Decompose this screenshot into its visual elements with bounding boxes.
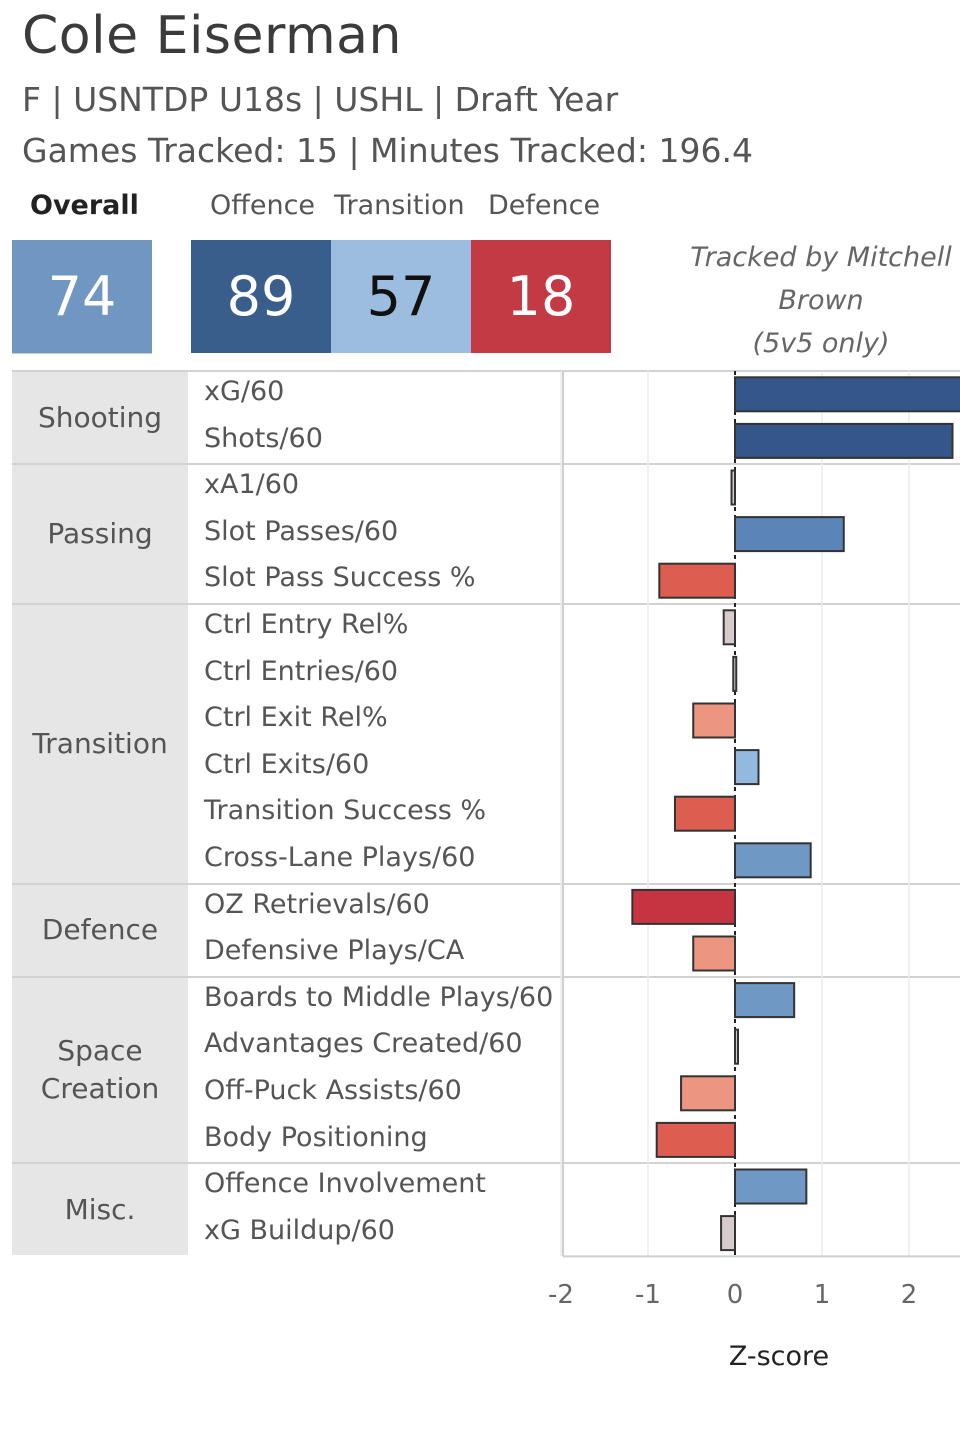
metric-label: Offence Involvement — [204, 1168, 486, 1200]
bar — [692, 935, 736, 972]
category-divider — [12, 975, 960, 978]
metric-label: Ctrl Entries/60 — [204, 655, 399, 687]
bar — [720, 1215, 737, 1252]
bar — [658, 562, 736, 599]
metric-label: Boards to Middle Plays/60 — [204, 981, 554, 1013]
metric-label: Defensive Plays/CA — [204, 935, 465, 967]
defence-label: Defence — [488, 190, 601, 221]
metric-label: Transition Success % — [204, 795, 487, 827]
player-name: Cole Eiserman — [22, 6, 402, 66]
bar — [692, 702, 736, 739]
bar — [734, 516, 845, 553]
bar — [680, 1075, 736, 1112]
metric-label: Cross-Lane Plays/60 — [204, 842, 476, 873]
tracker-credit-name: Tracked by Mitchell Brown — [690, 242, 952, 316]
x-tick-label: -1 — [635, 1280, 661, 1310]
bar — [734, 376, 960, 413]
category-divider — [12, 463, 960, 466]
x-axis-title: Z-score — [729, 1341, 829, 1372]
bar — [732, 655, 738, 692]
metric-label: Off-Puck Assists/60 — [204, 1075, 462, 1106]
games-minutes-tracked: Games Tracked: 15 | Minutes Tracked: 196… — [22, 131, 753, 170]
x-tick-label: 2 — [901, 1280, 918, 1310]
offence-score: 89 — [191, 240, 331, 353]
metric-label: xG/60 — [204, 376, 285, 407]
tracker-credit-note: (5v5 only) — [752, 328, 890, 359]
x-tick-label: -2 — [548, 1280, 574, 1310]
metric-label: Ctrl Entry Rel% — [204, 609, 409, 640]
category-cell: Defence — [12, 884, 188, 976]
category-cell: Space Creation — [12, 977, 188, 1163]
category-cell: Shooting — [12, 372, 188, 464]
bar — [734, 1028, 739, 1065]
transition-score: 57 — [331, 240, 471, 353]
metric-label: Slot Passes/60 — [204, 515, 399, 547]
player-subtitle: F | USNTDP U18s | USHL | Draft Year — [22, 80, 619, 119]
bar — [655, 1121, 737, 1158]
bar — [734, 982, 796, 1019]
metric-label: Advantages Created/60 — [204, 1028, 523, 1060]
metric-label: OZ Retrievals/60 — [204, 888, 430, 920]
metric-label: Ctrl Exits/60 — [204, 748, 370, 780]
bar — [734, 422, 954, 459]
metric-label: xA1/60 — [204, 469, 300, 501]
overall-label: Overall — [30, 190, 139, 221]
metric-label: Shots/60 — [204, 422, 323, 454]
bar — [722, 609, 737, 646]
category-divider — [12, 882, 960, 885]
metric-label: Body Positioning — [204, 1121, 428, 1153]
bar — [631, 888, 737, 925]
metric-label: Slot Pass Success % — [204, 562, 476, 594]
defence-score: 18 — [471, 240, 611, 353]
tracker-credit: Tracked by Mitchell Brown (5v5 only) — [645, 236, 960, 365]
offence-label: Offence — [210, 190, 316, 221]
metric-label: Ctrl Exit Rel% — [204, 702, 388, 734]
bar — [673, 795, 736, 832]
category-divider — [12, 1162, 960, 1165]
category-divider — [12, 603, 960, 605]
bar — [734, 842, 812, 879]
category-cell: Transition — [12, 605, 188, 883]
x-tick-label: 1 — [814, 1280, 831, 1310]
table-top-border — [12, 370, 960, 372]
overall-score: 74 — [12, 240, 152, 353]
category-cell: Misc. — [12, 1164, 188, 1256]
transition-label: Transition — [334, 190, 465, 221]
bar — [734, 749, 760, 786]
x-tick-label: 0 — [727, 1280, 744, 1310]
bar — [734, 1168, 808, 1205]
category-cell: Passing — [12, 465, 188, 603]
bar — [730, 469, 737, 506]
metric-label: xG Buildup/60 — [204, 1214, 395, 1246]
